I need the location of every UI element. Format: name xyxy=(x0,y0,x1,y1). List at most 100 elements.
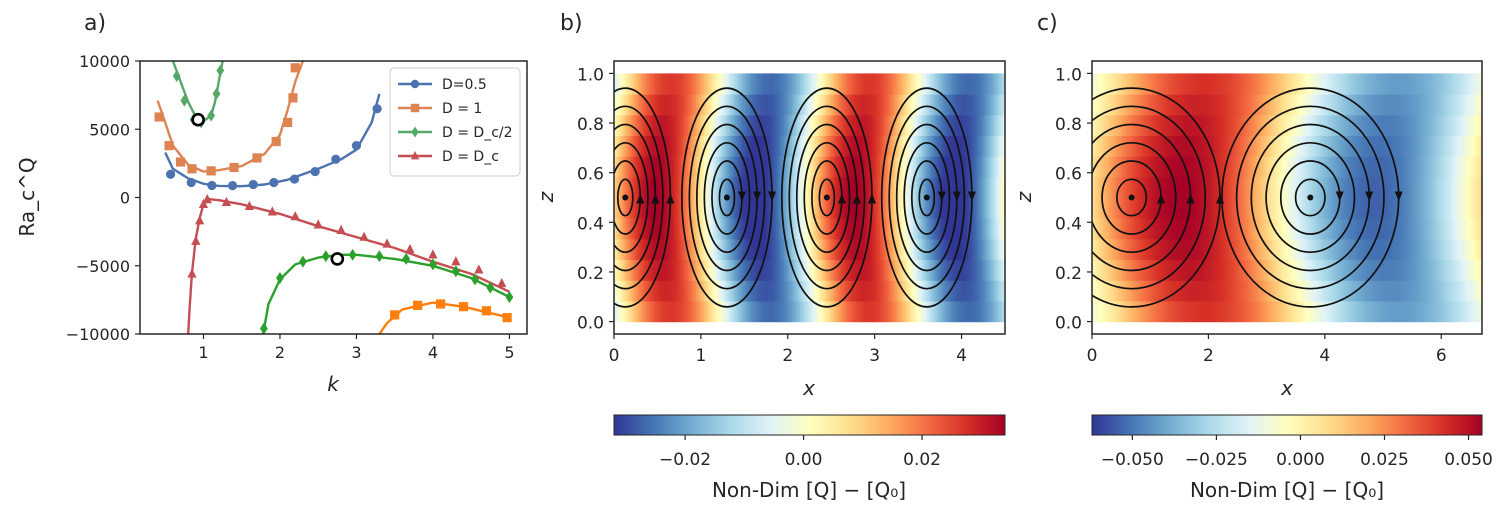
data-point xyxy=(314,219,323,228)
data-point xyxy=(352,141,361,150)
data-point xyxy=(413,301,422,310)
data-point xyxy=(213,88,221,100)
data-point xyxy=(216,65,224,77)
data-point xyxy=(260,323,268,335)
x-tick-label: 3 xyxy=(869,346,880,366)
data-point xyxy=(451,256,460,265)
y-tick-label: 1.0 xyxy=(577,65,604,85)
colorbar-tick-label: 0.00 xyxy=(785,450,823,470)
data-point xyxy=(272,137,281,146)
data-point xyxy=(505,291,513,303)
data-point xyxy=(291,211,300,220)
data-point xyxy=(359,232,368,241)
panel-b-heatmap xyxy=(614,73,1006,322)
data-point xyxy=(252,153,261,162)
data-point xyxy=(229,163,238,172)
data-point xyxy=(164,141,173,150)
data-point xyxy=(497,278,506,287)
streamline-center xyxy=(724,195,730,201)
y-tick-label: 5000 xyxy=(89,120,130,139)
x-tick-label: 5 xyxy=(504,343,514,362)
streamline-center xyxy=(824,195,830,201)
x-tick-label: 3 xyxy=(351,343,361,362)
y-tick-label: 0 xyxy=(120,189,130,208)
legend-label: D = D_c/2 xyxy=(442,125,513,141)
y-tick-label: 0.2 xyxy=(577,264,604,284)
legend-label: D=0.5 xyxy=(442,77,487,93)
panel-b-colorbar xyxy=(614,415,1005,435)
streamline-center xyxy=(622,195,628,201)
data-point xyxy=(382,238,391,247)
panel-a-ylabel: Ra_c^Q xyxy=(15,157,39,236)
data-point xyxy=(402,253,410,265)
series-line-4 xyxy=(263,255,509,334)
colorbar-tick-label: −0.02 xyxy=(659,450,711,470)
data-point xyxy=(207,181,216,190)
highlighted-point-0 xyxy=(193,114,204,125)
data-point xyxy=(283,118,292,127)
y-tick-label: 10000 xyxy=(79,52,130,71)
streamline-center xyxy=(924,195,930,201)
data-point xyxy=(411,80,419,88)
y-tick-label: −5000 xyxy=(76,257,130,276)
data-point xyxy=(349,249,357,261)
data-point xyxy=(249,180,258,189)
data-point xyxy=(288,93,297,102)
data-point xyxy=(331,155,340,164)
data-point xyxy=(428,249,437,258)
data-point xyxy=(459,302,468,311)
data-point xyxy=(411,104,419,112)
panel-b-colorbar-label: Non-Dim [Q] − [Q₀] xyxy=(712,478,906,502)
data-point xyxy=(195,215,204,224)
data-point xyxy=(228,181,237,190)
data-point xyxy=(187,268,196,277)
data-point xyxy=(390,310,399,319)
data-point xyxy=(269,178,278,187)
data-point xyxy=(299,256,307,268)
y-tick-label: 0.0 xyxy=(577,314,604,334)
panel-a-label: a) xyxy=(84,11,106,36)
panel-b-label: b) xyxy=(560,11,583,36)
series-line-3 xyxy=(188,199,509,334)
x-tick-label: 2 xyxy=(782,346,793,366)
panel-c-label: c) xyxy=(1037,11,1058,36)
y-tick-label: 0.8 xyxy=(577,115,604,135)
data-point xyxy=(207,166,216,175)
data-point xyxy=(155,112,164,121)
data-point xyxy=(187,164,196,173)
x-tick-label: 2 xyxy=(275,343,285,362)
data-point xyxy=(372,104,381,113)
data-point xyxy=(191,236,200,245)
data-point xyxy=(290,174,299,183)
data-point xyxy=(187,178,196,187)
y-tick-label: 0.6 xyxy=(577,165,604,185)
data-point xyxy=(291,63,300,72)
data-point xyxy=(207,110,215,122)
data-point xyxy=(311,167,320,176)
y-tick-label: 0.4 xyxy=(577,214,604,234)
data-point xyxy=(176,157,185,166)
x-tick-label: 4 xyxy=(956,346,967,366)
panel-b-xlabel: x xyxy=(802,376,815,400)
x-tick-label: 1 xyxy=(695,346,706,366)
legend-label: D = D_c xyxy=(442,149,499,165)
data-point xyxy=(337,225,346,234)
data-point xyxy=(405,244,414,253)
x-tick-label: 0 xyxy=(609,346,620,366)
data-point xyxy=(276,272,284,284)
data-point xyxy=(436,299,445,308)
legend-label: D = 1 xyxy=(442,101,482,117)
data-point xyxy=(375,250,383,262)
data-point xyxy=(322,250,330,262)
data-point xyxy=(503,313,512,322)
data-point xyxy=(474,264,483,273)
panel-a-legend: D=0.5 D = 1 D = D_c/2 D = D_c xyxy=(390,68,520,176)
panel-b-ylabel: z xyxy=(534,191,558,203)
y-tick-label: −10000 xyxy=(66,325,130,344)
x-tick-label: 1 xyxy=(198,343,208,362)
